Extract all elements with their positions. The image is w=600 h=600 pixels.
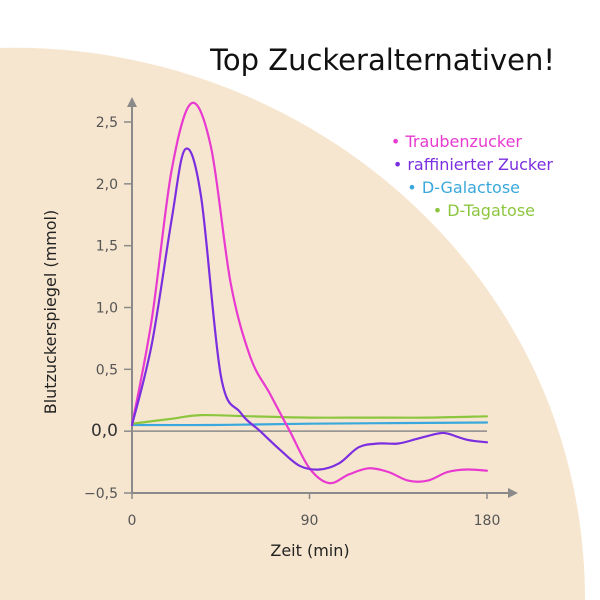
series-line-traubenzucker bbox=[130, 101, 489, 485]
background-quarter-circle bbox=[0, 47, 585, 600]
series-line-raffinierter-zucker bbox=[130, 147, 489, 471]
y-tick-label: 2,0 bbox=[96, 177, 118, 193]
y-axis-ticks: 2,5 2,0 1,5 1,0 0,5 0,0 −0,5 bbox=[84, 115, 132, 502]
x-tick-label: 180 bbox=[474, 513, 501, 529]
y-tick-label: −0,5 bbox=[84, 486, 118, 502]
legend-bullet-icon: • bbox=[407, 178, 422, 197]
legend-label: D-Galactose bbox=[422, 178, 520, 197]
legend-item: • raffinierter Zucker bbox=[393, 155, 554, 174]
y-tick-label: 1,0 bbox=[96, 301, 118, 317]
legend-label: D-Tagatose bbox=[447, 201, 535, 220]
y-tick-label: 2,5 bbox=[96, 115, 118, 131]
legend-bullet-icon: • bbox=[391, 132, 406, 151]
y-tick-label: 0,5 bbox=[96, 362, 118, 378]
legend-label: Traubenzucker bbox=[404, 132, 522, 151]
y-tick-label: 1,5 bbox=[96, 239, 118, 255]
x-axis-arrow-icon bbox=[508, 488, 518, 498]
y-axis-label: Blutzuckerspiegel (mmol) bbox=[41, 210, 60, 415]
legend-label: raffinierter Zucker bbox=[407, 155, 553, 174]
legend-item: • D-Tagatose bbox=[433, 201, 535, 220]
series-lines bbox=[130, 101, 489, 485]
legend-item: • D-Galactose bbox=[407, 178, 520, 197]
x-tick-label: 0 bbox=[128, 513, 137, 529]
x-axis-ticks: 0 90 180 bbox=[128, 493, 501, 529]
legend-bullet-icon: • bbox=[393, 155, 408, 174]
x-tick-label: 90 bbox=[301, 513, 319, 529]
legend: • Traubenzucker• raffinierter Zucker• D-… bbox=[391, 132, 554, 220]
y-axis-arrow-icon bbox=[127, 97, 137, 107]
legend-item: • Traubenzucker bbox=[391, 132, 522, 151]
legend-bullet-icon: • bbox=[433, 201, 448, 220]
x-axis-label: Zeit (min) bbox=[270, 541, 349, 560]
series-line-d-galactose bbox=[130, 421, 489, 427]
chart-title: Top Zuckeralternativen! bbox=[209, 43, 555, 77]
y-tick-label: 0,0 bbox=[91, 421, 118, 441]
series-line-d-tagatose bbox=[130, 413, 489, 425]
